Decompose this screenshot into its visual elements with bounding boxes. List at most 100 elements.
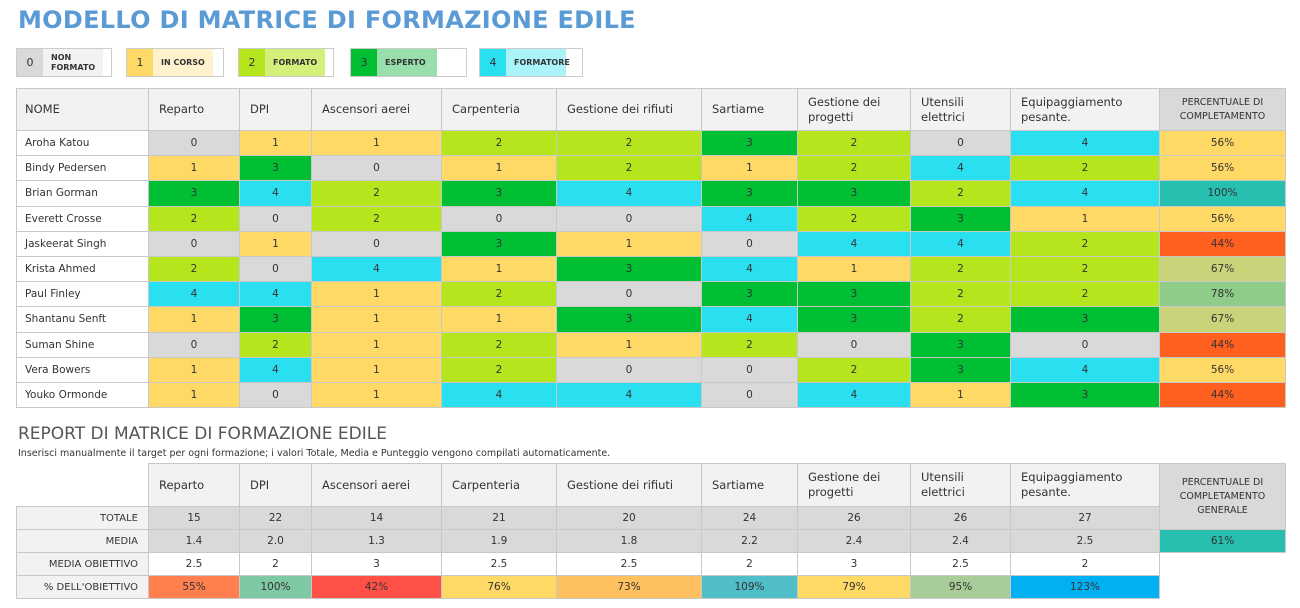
skill-level-cell[interactable]: 2 bbox=[910, 255, 1011, 283]
skill-level-cell[interactable]: 0 bbox=[239, 255, 312, 283]
skill-level-cell[interactable]: 4 bbox=[701, 306, 798, 333]
skill-level-cell[interactable]: 1 bbox=[239, 129, 312, 157]
skill-level-cell[interactable]: 3 bbox=[910, 205, 1011, 232]
skill-level-cell[interactable]: 2 bbox=[311, 205, 442, 232]
skill-level-cell[interactable]: 3 bbox=[441, 180, 557, 207]
skill-level-cell[interactable]: 0 bbox=[556, 281, 702, 308]
skill-level-cell[interactable]: 4 bbox=[556, 381, 702, 409]
skill-level-cell[interactable]: 2 bbox=[1010, 155, 1160, 182]
skill-level-cell[interactable]: 1 bbox=[441, 255, 557, 283]
skill-level-cell[interactable]: 0 bbox=[311, 155, 442, 182]
skill-level-cell[interactable]: 1 bbox=[311, 129, 442, 157]
skill-level-cell[interactable]: 0 bbox=[910, 129, 1011, 157]
skill-level-cell[interactable]: 0 bbox=[148, 129, 240, 157]
employee-name[interactable]: Suman Shine bbox=[16, 331, 149, 358]
skill-level-cell[interactable]: 1 bbox=[148, 356, 240, 383]
skill-level-cell[interactable]: 1 bbox=[311, 381, 442, 409]
skill-level-cell[interactable]: 2 bbox=[311, 180, 442, 207]
skill-level-cell[interactable]: 3 bbox=[1010, 381, 1160, 409]
skill-level-cell[interactable]: 0 bbox=[148, 230, 240, 257]
skill-level-cell[interactable]: 2 bbox=[910, 281, 1011, 308]
skill-level-cell[interactable]: 2 bbox=[148, 205, 240, 232]
skill-level-cell[interactable]: 0 bbox=[148, 331, 240, 358]
skill-level-cell[interactable]: 3 bbox=[239, 155, 312, 182]
skill-level-cell[interactable]: 3 bbox=[701, 281, 798, 308]
skill-level-cell[interactable]: 3 bbox=[910, 356, 1011, 383]
skill-level-cell[interactable]: 2 bbox=[797, 129, 911, 157]
skill-level-cell[interactable]: 4 bbox=[311, 255, 442, 283]
skill-level-cell[interactable]: 4 bbox=[701, 205, 798, 232]
target-input-cell[interactable]: 2.5 bbox=[148, 552, 240, 576]
skill-level-cell[interactable]: 2 bbox=[556, 129, 702, 157]
skill-level-cell[interactable]: 4 bbox=[910, 230, 1011, 257]
employee-name[interactable]: Paul Finley bbox=[16, 281, 149, 308]
skill-level-cell[interactable]: 2 bbox=[701, 331, 798, 358]
skill-level-cell[interactable]: 1 bbox=[910, 381, 1011, 409]
skill-level-cell[interactable]: 2 bbox=[148, 255, 240, 283]
skill-level-cell[interactable]: 2 bbox=[910, 180, 1011, 207]
skill-level-cell[interactable]: 4 bbox=[701, 255, 798, 283]
skill-level-cell[interactable]: 0 bbox=[239, 381, 312, 409]
target-input-cell[interactable]: 2.5 bbox=[910, 552, 1011, 576]
skill-level-cell[interactable]: 0 bbox=[797, 331, 911, 358]
skill-level-cell[interactable]: 4 bbox=[148, 281, 240, 308]
employee-name[interactable]: Brian Gorman bbox=[16, 180, 149, 207]
skill-level-cell[interactable]: 1 bbox=[311, 331, 442, 358]
skill-level-cell[interactable]: 0 bbox=[441, 205, 557, 232]
skill-level-cell[interactable]: 3 bbox=[239, 306, 312, 333]
skill-level-cell[interactable]: 2 bbox=[441, 331, 557, 358]
skill-level-cell[interactable]: 0 bbox=[1010, 331, 1160, 358]
skill-level-cell[interactable]: 3 bbox=[556, 306, 702, 333]
skill-level-cell[interactable]: 0 bbox=[311, 230, 442, 257]
employee-name[interactable]: Vera Bowers bbox=[16, 356, 149, 383]
employee-name[interactable]: Bindy Pedersen bbox=[16, 155, 149, 182]
target-input-cell[interactable]: 2.5 bbox=[556, 552, 702, 576]
skill-level-cell[interactable]: 3 bbox=[797, 281, 911, 308]
skill-level-cell[interactable]: 3 bbox=[701, 180, 798, 207]
skill-level-cell[interactable]: 4 bbox=[239, 281, 312, 308]
skill-level-cell[interactable]: 2 bbox=[797, 205, 911, 232]
skill-level-cell[interactable]: 4 bbox=[1010, 180, 1160, 207]
employee-name[interactable]: Aroha Katou bbox=[16, 129, 149, 157]
skill-level-cell[interactable]: 1 bbox=[239, 230, 312, 257]
skill-level-cell[interactable]: 3 bbox=[148, 180, 240, 207]
skill-level-cell[interactable]: 0 bbox=[701, 356, 798, 383]
skill-level-cell[interactable]: 4 bbox=[441, 381, 557, 409]
skill-level-cell[interactable]: 4 bbox=[797, 381, 911, 409]
skill-level-cell[interactable]: 4 bbox=[556, 180, 702, 207]
skill-level-cell[interactable]: 2 bbox=[441, 281, 557, 308]
skill-level-cell[interactable]: 2 bbox=[1010, 281, 1160, 308]
skill-level-cell[interactable]: 1 bbox=[1010, 205, 1160, 232]
target-input-cell[interactable]: 3 bbox=[797, 552, 911, 576]
skill-level-cell[interactable]: 1 bbox=[311, 306, 442, 333]
skill-level-cell[interactable]: 3 bbox=[910, 331, 1011, 358]
employee-name[interactable]: Everett Crosse bbox=[16, 205, 149, 232]
skill-level-cell[interactable]: 1 bbox=[441, 155, 557, 182]
skill-level-cell[interactable]: 3 bbox=[701, 129, 798, 157]
employee-name[interactable]: Youko Ormonde bbox=[16, 381, 149, 409]
skill-level-cell[interactable]: 2 bbox=[239, 331, 312, 358]
skill-level-cell[interactable]: 4 bbox=[1010, 129, 1160, 157]
skill-level-cell[interactable]: 4 bbox=[1010, 356, 1160, 383]
target-input-cell[interactable]: 2 bbox=[701, 552, 798, 576]
target-input-cell[interactable]: 3 bbox=[311, 552, 442, 576]
target-input-cell[interactable]: 2 bbox=[239, 552, 312, 576]
skill-level-cell[interactable]: 0 bbox=[239, 205, 312, 232]
skill-level-cell[interactable]: 2 bbox=[1010, 255, 1160, 283]
skill-level-cell[interactable]: 2 bbox=[441, 129, 557, 157]
skill-level-cell[interactable]: 3 bbox=[441, 230, 557, 257]
skill-level-cell[interactable]: 4 bbox=[239, 356, 312, 383]
skill-level-cell[interactable]: 1 bbox=[311, 281, 442, 308]
skill-level-cell[interactable]: 0 bbox=[701, 230, 798, 257]
skill-level-cell[interactable]: 0 bbox=[701, 381, 798, 409]
employee-name[interactable]: Krista Ahmed bbox=[16, 255, 149, 283]
skill-level-cell[interactable]: 1 bbox=[441, 306, 557, 333]
skill-level-cell[interactable]: 1 bbox=[556, 331, 702, 358]
skill-level-cell[interactable]: 2 bbox=[797, 356, 911, 383]
skill-level-cell[interactable]: 1 bbox=[148, 306, 240, 333]
skill-level-cell[interactable]: 4 bbox=[797, 230, 911, 257]
skill-level-cell[interactable]: 3 bbox=[556, 255, 702, 283]
target-input-cell[interactable]: 2 bbox=[1010, 552, 1160, 576]
skill-level-cell[interactable]: 1 bbox=[701, 155, 798, 182]
skill-level-cell[interactable]: 3 bbox=[797, 306, 911, 333]
